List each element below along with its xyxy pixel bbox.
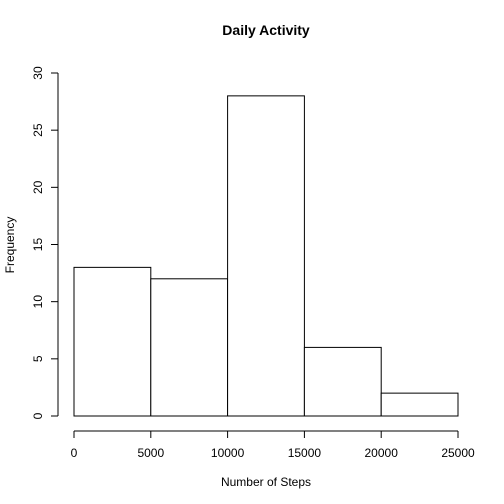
y-axis-label: Frequency — [3, 217, 17, 274]
y-tick-label-5: 25 — [31, 123, 45, 137]
y-tick-label-0: 0 — [31, 412, 45, 419]
x-tick-label-3: 15000 — [288, 446, 322, 460]
y-tick-label-6: 30 — [31, 66, 45, 80]
histogram-bar-4 — [380, 392, 459, 417]
chart-title: Daily Activity — [222, 22, 310, 38]
bars-group — [73, 95, 459, 417]
x-tick-label-5: 25000 — [441, 446, 475, 460]
y-tick-label-2: 10 — [31, 295, 45, 309]
x-tick-label-4: 20000 — [365, 446, 399, 460]
x-tick-label-1: 5000 — [137, 446, 164, 460]
x-tick-label-0: 0 — [71, 446, 78, 460]
histogram-bar-3 — [303, 346, 382, 417]
y-tick-label-4: 20 — [31, 180, 45, 194]
histogram-bar-0 — [73, 266, 152, 417]
x-tick-label-2: 10000 — [211, 446, 245, 460]
histogram-bar-2 — [227, 95, 305, 417]
x-axis: 0 5000 10000 15000 20000 25000 — [71, 430, 475, 460]
x-axis-label: Number of Steps — [221, 475, 311, 489]
histogram-bar-1 — [150, 278, 229, 417]
y-axis: 0 5 10 15 20 25 30 — [31, 66, 59, 419]
y-tick-label-1: 5 — [31, 355, 45, 362]
y-tick-label-3: 15 — [31, 238, 45, 252]
